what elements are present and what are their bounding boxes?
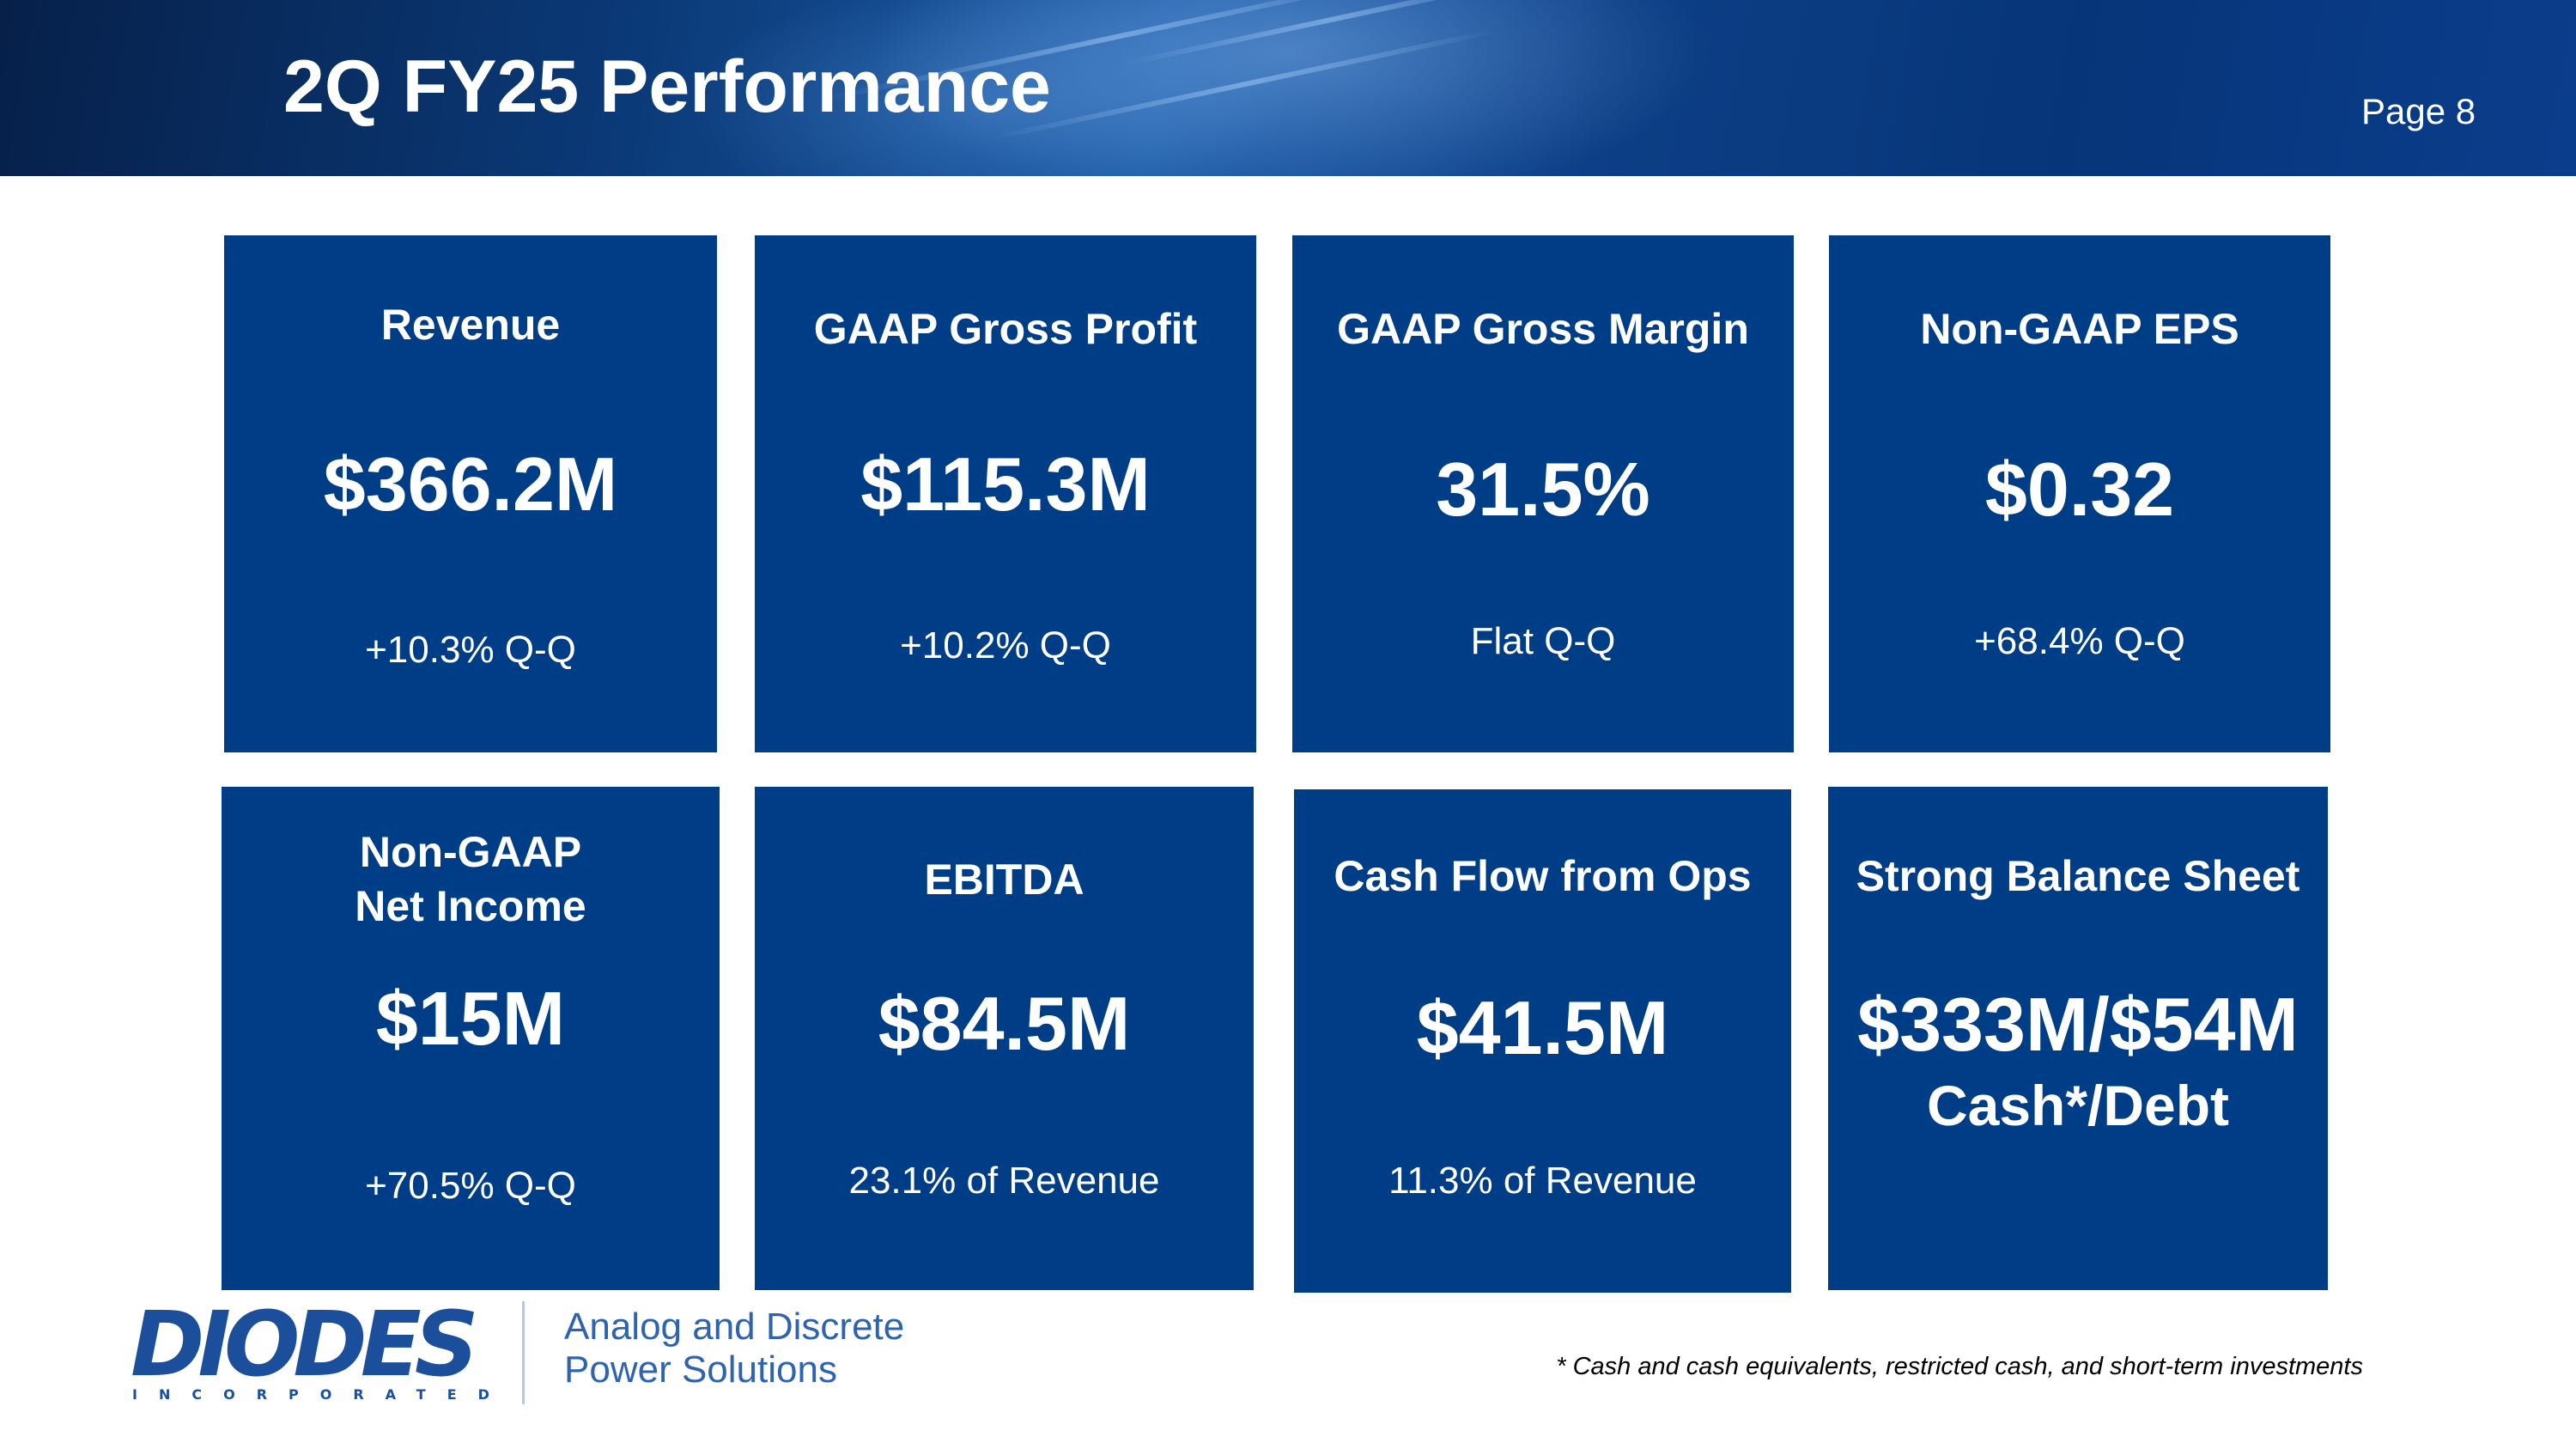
tile-sub: 23.1% of Revenue	[848, 1160, 1160, 1202]
tile-strong-balance-sheet: Strong Balance Sheet $333M/$54M Cash*/De…	[1828, 787, 2328, 1290]
tile-label: GAAP Gross Profit	[813, 305, 1198, 353]
tile-label: Non-GAAP EPS	[1920, 305, 2239, 353]
tile-value: 31.5%	[1436, 447, 1650, 532]
tile-revenue: Revenue $366.2M +10.3% Q-Q	[224, 235, 717, 752]
tile-ebitda: EBITDA $84.5M 23.1% of Revenue	[755, 787, 1254, 1290]
tile-label-line1: Non-GAAP	[359, 828, 582, 876]
tile-value: $84.5M	[878, 981, 1131, 1066]
tile-sub: +68.4% Q-Q	[1974, 620, 2185, 662]
tile-label: Cash Flow from Ops	[1334, 852, 1752, 900]
tile-gaap-gross-profit: GAAP Gross Profit $115.3M +10.2% Q-Q	[755, 235, 1256, 752]
footnote: * Cash and cash equivalents, restricted …	[1556, 1353, 2363, 1380]
tile-sub: +10.3% Q-Q	[365, 629, 576, 671]
page-title: 2Q FY25 Performance	[283, 46, 1051, 128]
tile-value: $41.5M	[1416, 985, 1669, 1070]
tile-label: Strong Balance Sheet	[1856, 852, 2300, 900]
tile-gaap-gross-margin: GAAP Gross Margin 31.5% Flat Q-Q	[1292, 235, 1794, 752]
tile-sub: +70.5% Q-Q	[365, 1165, 576, 1207]
tile-non-gaap-net-income: Non-GAAP Net Income $15M +70.5% Q-Q	[222, 787, 720, 1290]
tagline-line2: Power Solutions	[564, 1349, 837, 1391]
tile-sub: Flat Q-Q	[1470, 620, 1616, 662]
tile-label: Revenue	[380, 301, 561, 349]
diodes-logo: DIODES INCORPORATED	[131, 1292, 511, 1403]
logo-wordmark: DIODES	[131, 1292, 479, 1397]
tagline: Analog and Discrete Power Solutions	[564, 1306, 904, 1391]
tile-value: $366.2M	[323, 441, 618, 527]
tile-label-line2: Net Income	[355, 882, 586, 930]
header-banner: 2Q FY25 Performance Page 8	[0, 0, 2576, 176]
tile-label: GAAP Gross Margin	[1337, 305, 1749, 353]
tile-non-gaap-eps: Non-GAAP EPS $0.32 +68.4% Q-Q	[1829, 235, 2330, 752]
tile-value: $333M/$54M	[1857, 982, 2299, 1067]
page-number: Page 8	[2361, 91, 2476, 131]
tile-sub: 11.3% of Revenue	[1388, 1160, 1697, 1202]
tile-value-line2: Cash*/Debt	[1926, 1074, 2230, 1137]
footer-divider	[522, 1301, 525, 1404]
tile-sub: +10.2% Q-Q	[900, 624, 1111, 667]
tile-value: $0.32	[1984, 447, 2175, 532]
tile-value: $115.3M	[860, 441, 1151, 527]
tile-label: EBITDA	[924, 855, 1084, 904]
tagline-line1: Analog and Discrete	[564, 1306, 905, 1348]
tile-cash-flow-from-ops: Cash Flow from Ops $41.5M 11.3% of Reven…	[1294, 789, 1791, 1293]
logo-subtext: INCORPORATED	[132, 1386, 511, 1403]
tile-value: $15M	[375, 976, 566, 1061]
